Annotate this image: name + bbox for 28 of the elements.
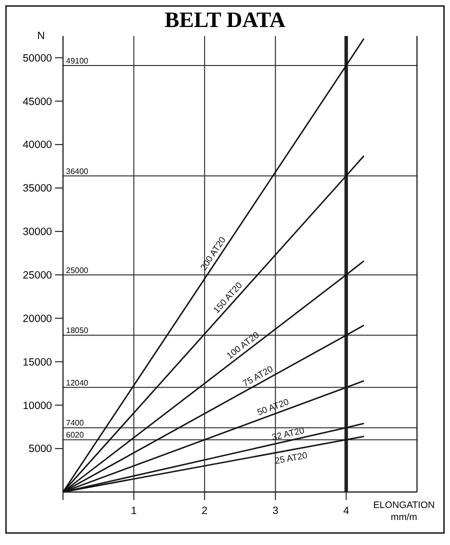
ref-line-label: 6020	[66, 430, 84, 440]
text: 50 AT20	[256, 396, 290, 418]
x-axis-title: ELONGATION mm/m	[373, 500, 435, 523]
ref-line-label: 12040	[66, 378, 89, 388]
y-tick-label: 30000	[22, 226, 52, 238]
ref-line-label: 18050	[66, 326, 89, 336]
ref-line-label: 36400	[66, 166, 89, 176]
y-tick-label: 40000	[22, 139, 52, 152]
ref-line-label: 25000	[66, 266, 89, 275]
x-tick-label: 4	[343, 505, 350, 517]
y-tick-label: 15000	[22, 356, 52, 368]
y-tick-label: 25000	[22, 270, 52, 282]
y-tick-label: 50000	[22, 52, 52, 64]
chart-title: BELT DATA	[164, 7, 286, 32]
x-tick-label: 1	[130, 505, 137, 517]
y-tick-label: 10000	[22, 400, 52, 412]
x-tick-label: 2	[202, 505, 208, 517]
y-axis-title: N	[37, 30, 45, 42]
x-tick-label: 3	[272, 505, 278, 517]
text: 32 AT20	[270, 425, 306, 442]
y-tick-label: 35000	[22, 182, 52, 195]
y-tick-label: 45000	[22, 96, 52, 108]
text: 25 AT20	[274, 450, 308, 466]
y-tick-label: 5000	[28, 443, 52, 456]
ref-line-label: 49100	[66, 56, 89, 66]
y-tick-label: 20000	[22, 312, 52, 325]
text: 75 AT20	[241, 364, 275, 388]
ref-line-label: 7400	[66, 418, 84, 428]
